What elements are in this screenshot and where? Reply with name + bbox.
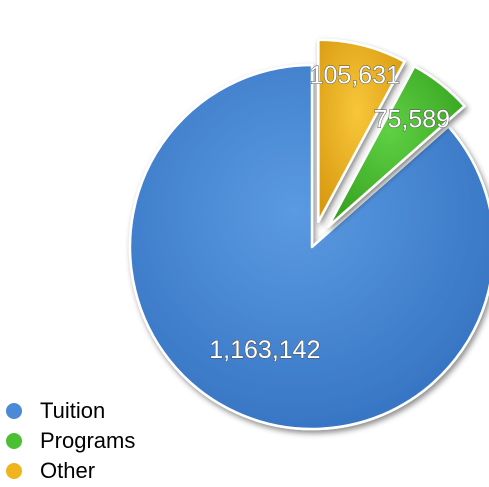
data-label-tuition: 1,163,142 [209, 336, 320, 364]
legend-label-programs: Programs [40, 428, 136, 453]
legend-label-other: Other [40, 458, 96, 483]
legend-marker-other [6, 463, 22, 479]
pie-slice-programs[interactable] [326, 65, 466, 228]
pie-slice-tuition[interactable] [128, 63, 489, 431]
legend-item-other[interactable]: Other [6, 456, 135, 486]
data-label-programs: 75,589 [374, 106, 450, 134]
pie-slice-other[interactable] [317, 38, 406, 224]
legend-item-programs[interactable]: Programs [6, 426, 135, 456]
legend-marker-tuition [6, 403, 22, 419]
legend-marker-programs [6, 433, 22, 449]
data-label-other: 105,631 [310, 62, 400, 90]
legend-label-tuition: Tuition [40, 398, 106, 423]
legend: Tuition Programs Other [6, 396, 135, 486]
legend-item-tuition[interactable]: Tuition [6, 396, 135, 426]
